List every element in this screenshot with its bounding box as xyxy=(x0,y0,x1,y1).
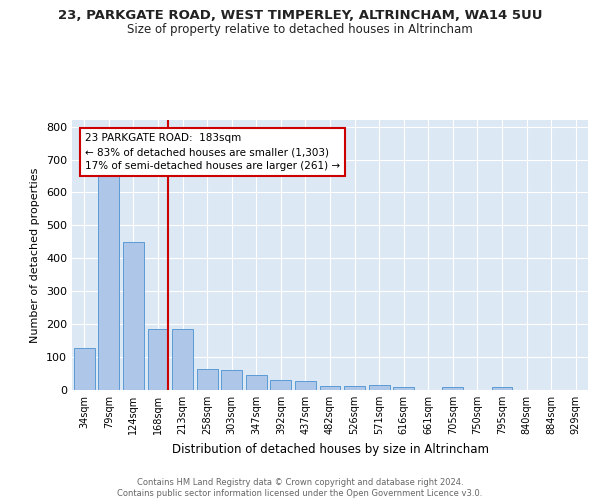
Bar xyxy=(172,329,193,390)
Bar xyxy=(320,386,340,390)
Bar xyxy=(344,386,365,390)
Bar xyxy=(271,380,292,390)
Text: 23 PARKGATE ROAD:  183sqm
← 83% of detached houses are smaller (1,303)
17% of se: 23 PARKGATE ROAD: 183sqm ← 83% of detach… xyxy=(85,133,340,171)
Bar xyxy=(442,388,463,390)
Bar xyxy=(491,388,512,390)
X-axis label: Distribution of detached houses by size in Altrincham: Distribution of detached houses by size … xyxy=(172,442,488,456)
Bar xyxy=(74,348,95,390)
Text: Size of property relative to detached houses in Altrincham: Size of property relative to detached ho… xyxy=(127,22,473,36)
Bar xyxy=(148,329,169,390)
Y-axis label: Number of detached properties: Number of detached properties xyxy=(31,168,40,342)
Bar xyxy=(123,242,144,390)
Bar xyxy=(98,174,119,390)
Bar xyxy=(246,374,267,390)
Bar xyxy=(295,381,316,390)
Bar xyxy=(197,370,218,390)
Bar xyxy=(368,385,389,390)
Bar xyxy=(393,388,414,390)
Text: Contains HM Land Registry data © Crown copyright and database right 2024.
Contai: Contains HM Land Registry data © Crown c… xyxy=(118,478,482,498)
Bar xyxy=(221,370,242,390)
Text: 23, PARKGATE ROAD, WEST TIMPERLEY, ALTRINCHAM, WA14 5UU: 23, PARKGATE ROAD, WEST TIMPERLEY, ALTRI… xyxy=(58,9,542,22)
